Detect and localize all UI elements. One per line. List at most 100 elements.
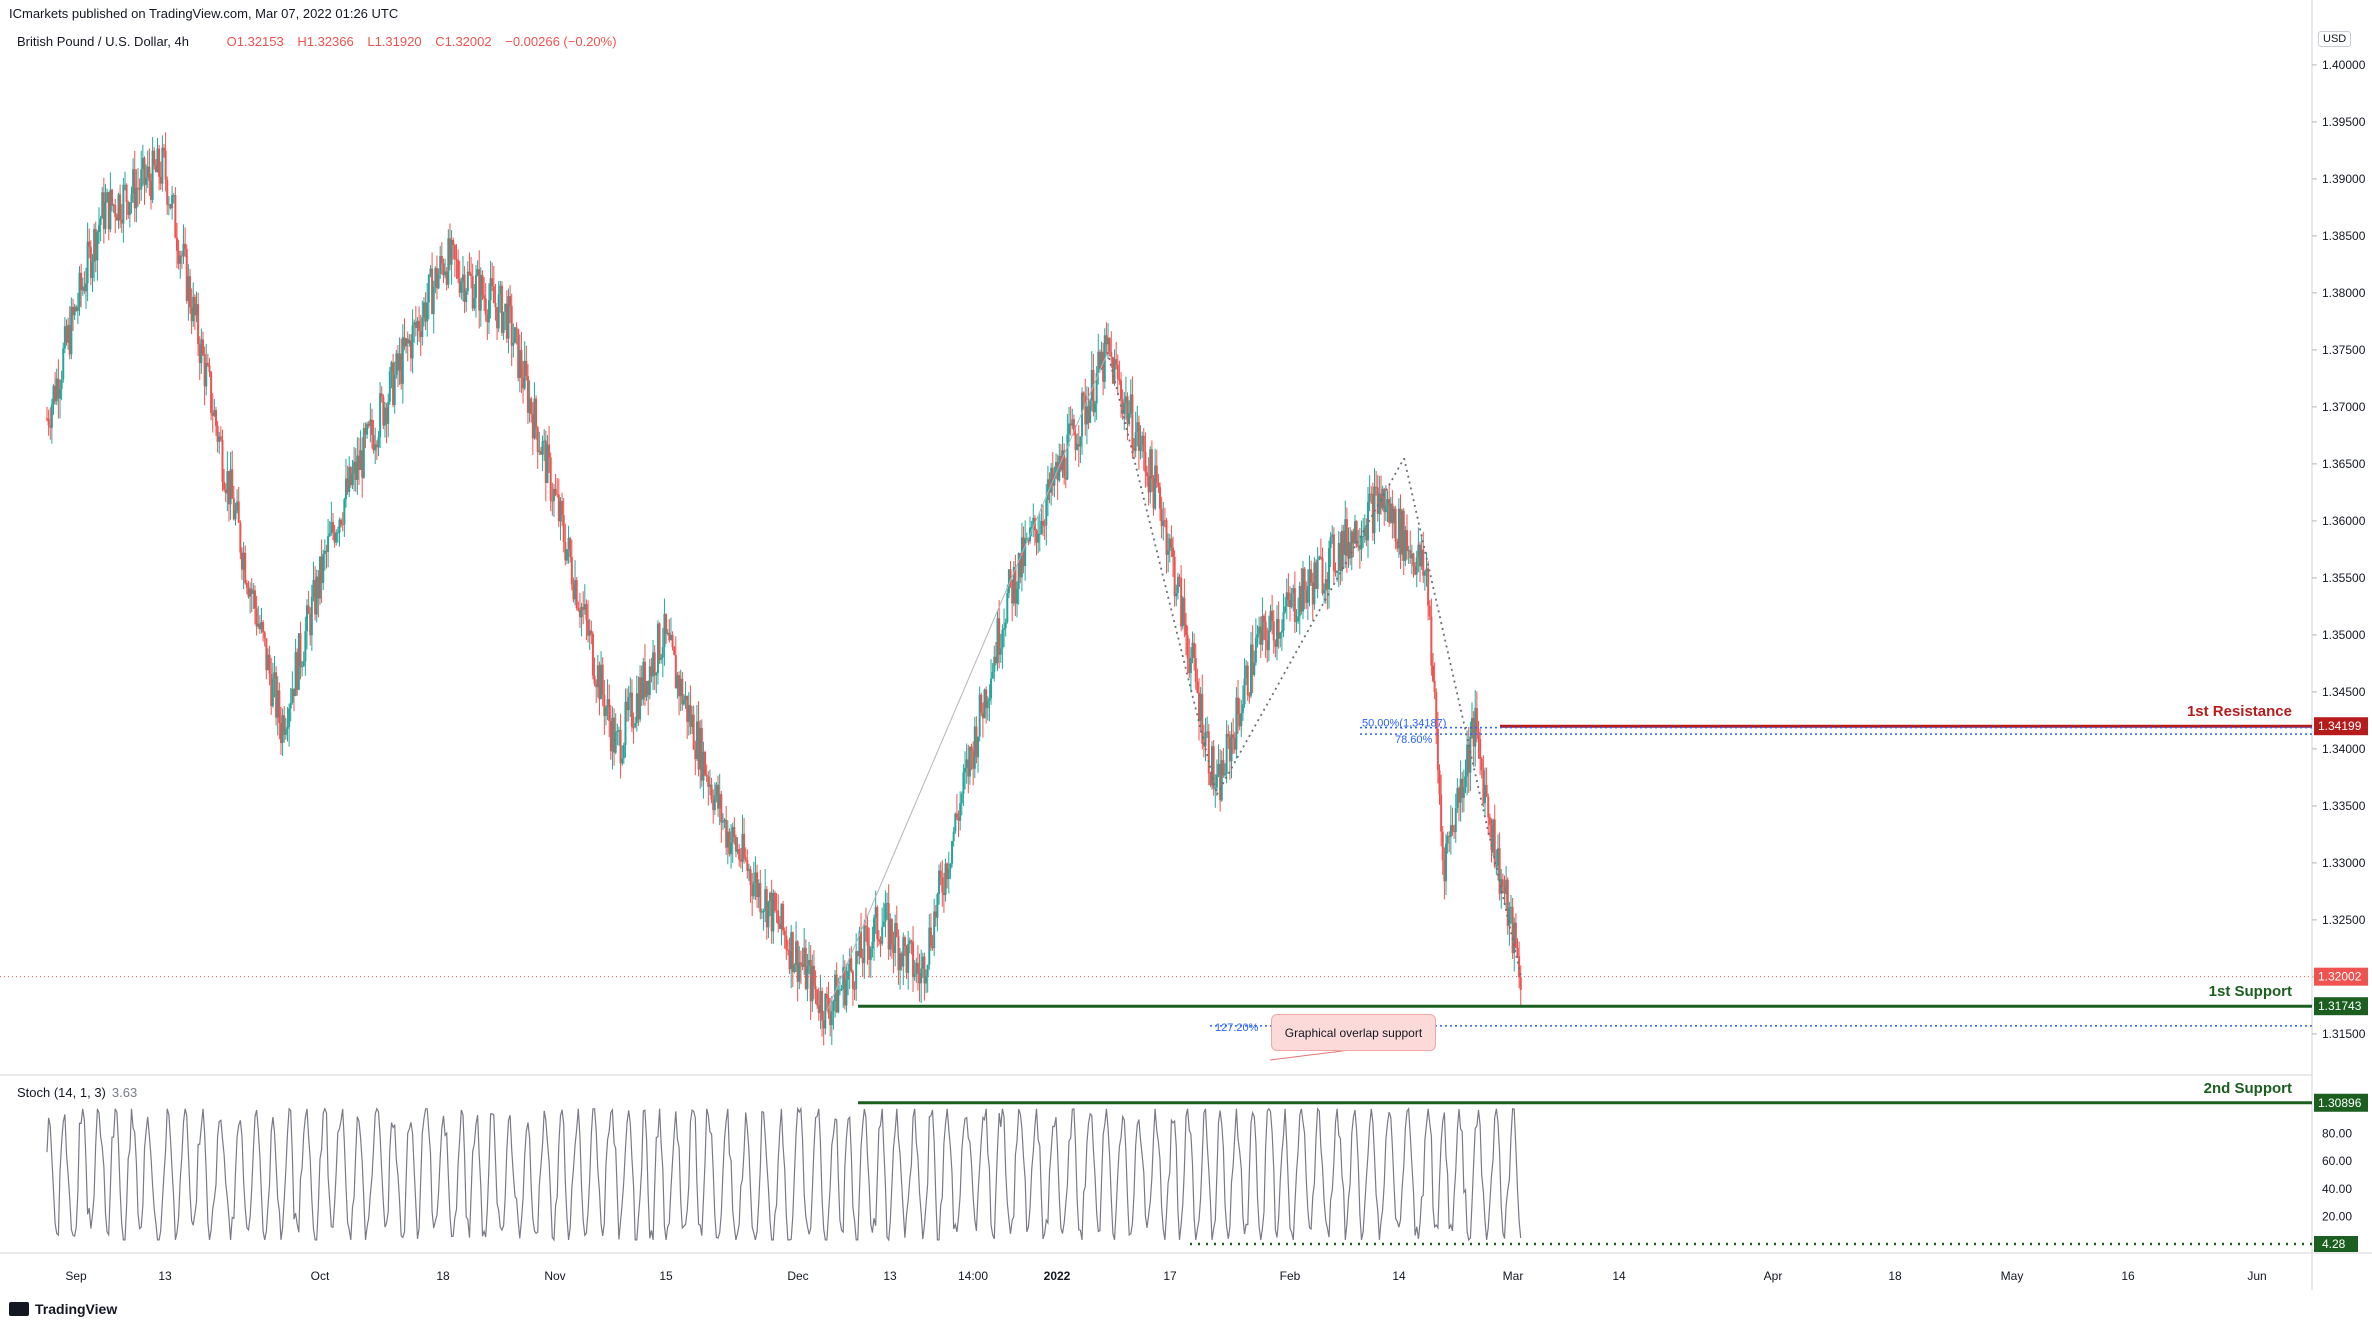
candle-body bbox=[855, 951, 858, 990]
candle-body bbox=[1399, 508, 1402, 555]
candle-body bbox=[271, 678, 274, 707]
candle-body bbox=[539, 451, 542, 455]
candle-body bbox=[237, 501, 240, 523]
candle-body bbox=[739, 859, 742, 862]
tradingview-footer[interactable]: TradingView bbox=[9, 1301, 117, 1317]
price-tick-label: 1.35000 bbox=[2322, 628, 2366, 642]
candle-body bbox=[1019, 553, 1022, 578]
candle-body bbox=[777, 910, 780, 924]
candle-body bbox=[782, 903, 785, 931]
candle-body bbox=[1092, 370, 1095, 413]
candle-body bbox=[270, 674, 273, 707]
candle-body bbox=[861, 957, 864, 964]
candle-body bbox=[557, 494, 560, 522]
candle-body bbox=[151, 150, 154, 200]
candle-body bbox=[778, 923, 781, 929]
candle-body bbox=[1298, 586, 1301, 617]
candle-body bbox=[263, 632, 266, 639]
candle-body bbox=[1360, 536, 1363, 550]
candle-body bbox=[457, 260, 460, 279]
candle-body bbox=[629, 692, 632, 697]
candle-body bbox=[392, 362, 395, 405]
candle-body bbox=[964, 767, 967, 773]
candle-body bbox=[894, 922, 897, 953]
candle-body bbox=[949, 863, 952, 870]
candle-body bbox=[47, 418, 50, 426]
candle-body bbox=[1514, 922, 1517, 948]
candle-body bbox=[718, 794, 721, 809]
candle-body bbox=[715, 784, 718, 796]
candle-body bbox=[905, 946, 908, 973]
candle-body bbox=[286, 727, 289, 729]
candle-body bbox=[1461, 778, 1464, 798]
candle-body bbox=[824, 993, 827, 1029]
candle-body bbox=[70, 306, 73, 355]
candle-body bbox=[1440, 794, 1443, 832]
candle-body bbox=[738, 849, 741, 860]
candle-body bbox=[522, 377, 525, 389]
candle-body bbox=[1056, 462, 1059, 481]
candle-body bbox=[86, 241, 89, 284]
time-label: 14:00 bbox=[958, 1269, 988, 1283]
candle-body bbox=[302, 661, 305, 667]
time-label: 16 bbox=[2121, 1269, 2135, 1283]
candle-body bbox=[1393, 508, 1396, 524]
candle-body bbox=[941, 877, 944, 893]
candle-body bbox=[1040, 520, 1043, 534]
candle-body bbox=[1371, 494, 1374, 534]
candle-body bbox=[835, 974, 838, 1013]
candle-body bbox=[153, 150, 156, 166]
candle-body bbox=[158, 148, 161, 177]
candle-body bbox=[1209, 773, 1212, 786]
candle-body bbox=[1129, 394, 1132, 414]
candle-body bbox=[421, 317, 424, 338]
candle-body bbox=[93, 229, 96, 262]
candle-body bbox=[1194, 658, 1197, 682]
candle-body bbox=[497, 294, 500, 329]
candle-body bbox=[1264, 621, 1267, 641]
candle-body bbox=[923, 956, 926, 984]
candle-body bbox=[682, 700, 685, 705]
candle-body bbox=[481, 275, 484, 296]
candle-body bbox=[1211, 746, 1214, 786]
candle-body bbox=[1035, 530, 1038, 543]
candle-body bbox=[1381, 488, 1384, 509]
candle-body bbox=[132, 169, 135, 195]
candle-body bbox=[1388, 499, 1391, 523]
candle-body bbox=[608, 699, 611, 721]
candle-body bbox=[523, 360, 526, 389]
candle-body bbox=[689, 705, 692, 727]
candle-body bbox=[80, 272, 83, 291]
candle-body bbox=[655, 672, 658, 676]
candle-body bbox=[577, 608, 580, 611]
candle-body bbox=[1328, 548, 1331, 590]
price-tick-label: 1.36000 bbox=[2322, 514, 2366, 528]
candle-body bbox=[769, 892, 772, 902]
candle-body bbox=[357, 455, 360, 471]
candle-body bbox=[1238, 714, 1241, 727]
candle-body bbox=[401, 337, 404, 384]
candle-body bbox=[520, 350, 523, 378]
ohlc-high: H1.32366 bbox=[297, 34, 354, 49]
candle-body bbox=[756, 872, 759, 898]
candle-body bbox=[1334, 570, 1337, 573]
candle-body bbox=[795, 941, 798, 966]
currency-button[interactable]: USD bbox=[2318, 31, 2352, 47]
candle-body bbox=[1475, 708, 1478, 733]
candle-body bbox=[406, 338, 409, 344]
candle-body bbox=[58, 388, 61, 399]
candle-body bbox=[726, 831, 729, 848]
candle-body bbox=[172, 195, 175, 197]
candle-body bbox=[372, 434, 375, 451]
candle-body bbox=[320, 556, 323, 583]
candle-body bbox=[811, 965, 814, 1002]
candle-body bbox=[713, 795, 716, 811]
candle-body bbox=[292, 688, 295, 697]
candle-body bbox=[125, 184, 128, 203]
candle-body bbox=[567, 538, 570, 550]
candle-body bbox=[1102, 351, 1105, 382]
candle-body bbox=[972, 751, 975, 769]
candle-body bbox=[123, 184, 126, 186]
candle-body bbox=[721, 821, 724, 823]
